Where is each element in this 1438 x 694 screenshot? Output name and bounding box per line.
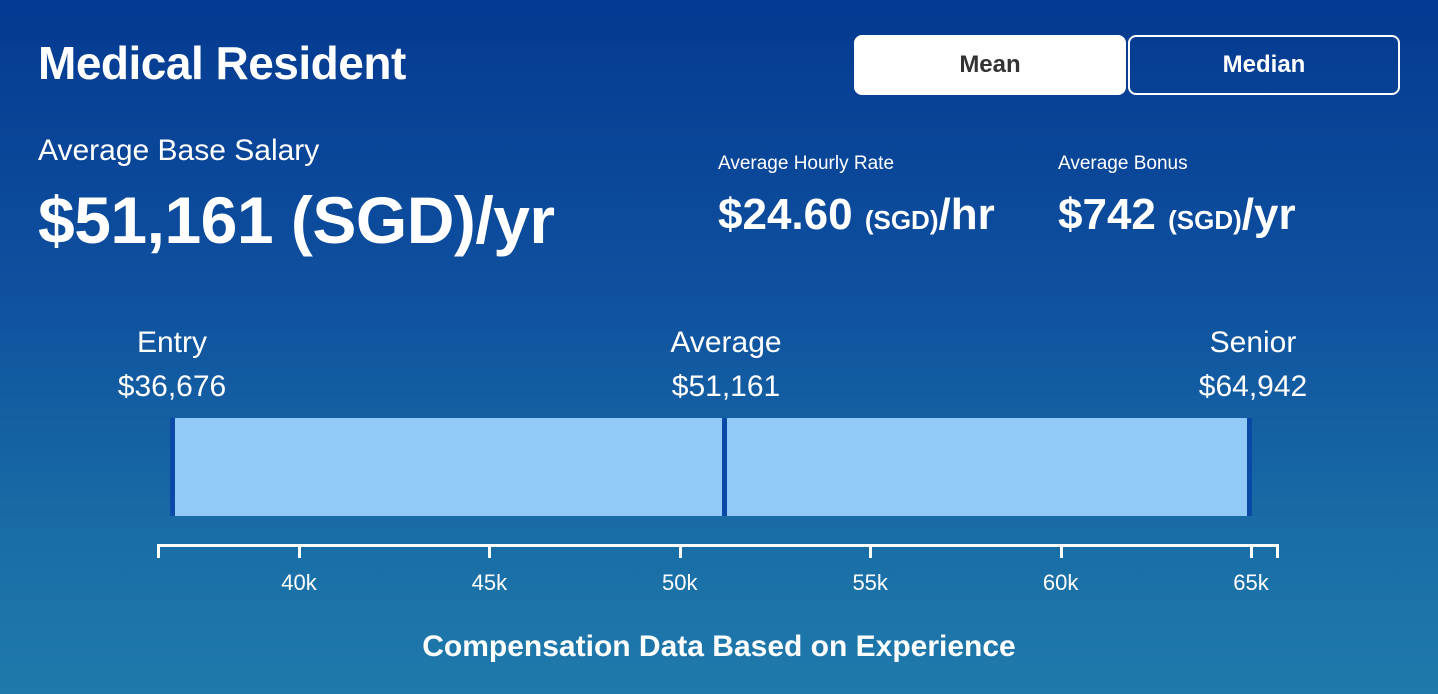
bonus-unit: /yr [1241,190,1296,239]
axis-tick-label: 50k [662,570,698,595]
x-axis [157,544,1279,547]
bonus-currency: (SGD) [1168,205,1242,235]
axis-tick [488,544,492,558]
axis-tick [869,544,873,558]
axis-tick-label: 40k [281,570,317,595]
axis-end-tick [1276,544,1279,558]
average-value: $51,161 [671,370,781,403]
entry-marker-line [170,418,176,516]
hourly-unit: /hr [938,190,995,239]
hourly-amount: $24.60 [718,190,853,239]
axis-tick [1250,544,1253,558]
page-title: Medical Resident [38,37,406,89]
average-label: Average [670,326,782,359]
entry-value: $36,676 [117,370,227,403]
senior-marker-line [1246,418,1252,516]
chart-caption: Compensation Data Based on Experience [422,630,1016,663]
axis-tick [298,544,301,558]
hourly-currency: (SGD) [864,205,939,235]
axis-tick-label: 65k [1233,570,1269,595]
entry-label: Entry [136,326,208,359]
senior-label: Senior [1209,326,1297,359]
bonus-label: Average Bonus [1058,153,1188,174]
mean-median-toggle: Mean Median [854,35,1400,95]
median-button[interactable]: Median [1128,35,1400,95]
senior-value: $64,942 [1198,370,1308,403]
bonus-amount: $742 [1058,190,1156,239]
bonus-value: $742 (SGD)/yr [1058,190,1296,240]
salary-range-bar [170,418,1252,516]
hourly-rate-value: $24.60 (SGD)/hr [718,190,995,240]
base-salary-value: $51,161 (SGD)/yr [38,183,555,257]
axis-end-tick [157,544,160,558]
axis-tick-label: 55k [852,570,888,595]
axis-tick [678,544,682,558]
axis-tick [1059,544,1063,558]
mean-button[interactable]: Mean [854,35,1126,95]
hourly-rate-label: Average Hourly Rate [718,153,895,174]
base-salary-label: Average Base Salary [38,134,320,167]
axis-tick-label: 45k [471,570,508,595]
average-marker-line [722,418,727,516]
axis-tick-label: 60k [1042,570,1079,595]
